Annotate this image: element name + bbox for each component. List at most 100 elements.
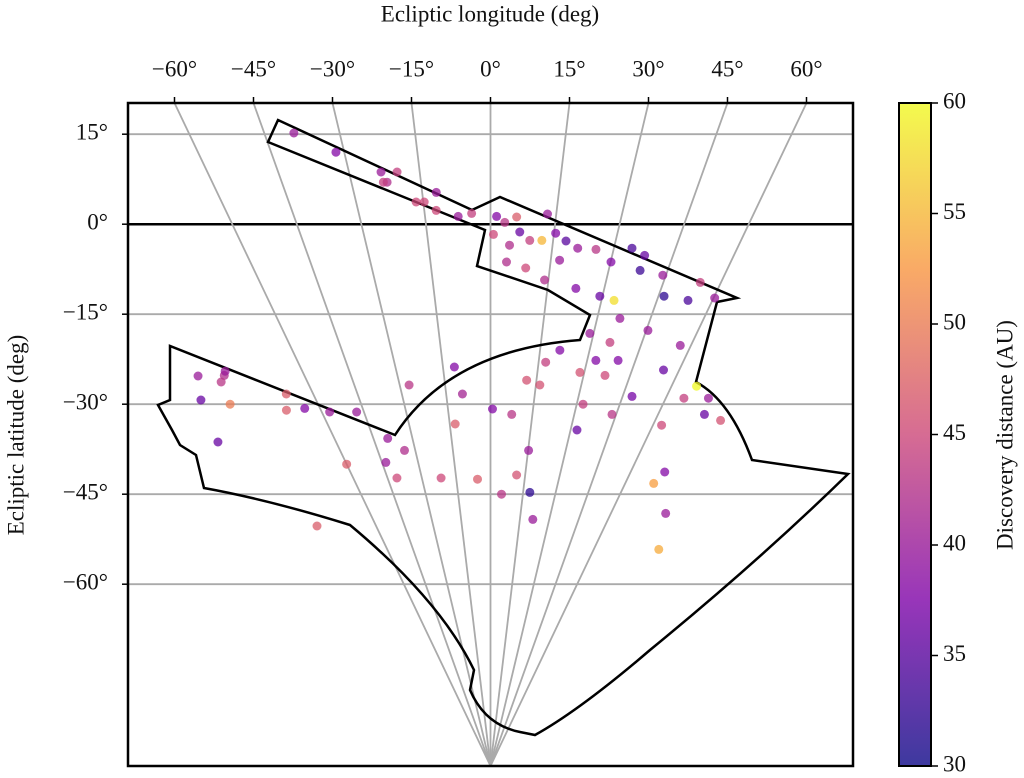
point — [515, 227, 525, 237]
point — [436, 473, 446, 483]
point — [535, 380, 545, 390]
colorbar-tick-label: 30 — [943, 751, 966, 776]
point — [378, 177, 388, 187]
point — [325, 407, 335, 417]
point — [606, 257, 616, 267]
point — [649, 478, 659, 488]
point — [352, 407, 362, 417]
point — [716, 415, 726, 425]
point — [289, 128, 299, 138]
point — [342, 459, 352, 469]
point — [220, 366, 230, 376]
point — [376, 167, 386, 177]
grid-line — [489, 103, 650, 766]
point — [657, 420, 667, 430]
point — [572, 425, 582, 435]
point — [411, 197, 421, 207]
point — [659, 365, 669, 375]
point — [473, 474, 483, 484]
point — [497, 489, 507, 499]
y-tick-label: 15° — [76, 119, 108, 144]
point — [500, 217, 510, 227]
x-tick-label: −30° — [310, 56, 355, 81]
point — [675, 340, 685, 350]
x-tick-label: −15° — [389, 56, 434, 81]
colorbar-tick-label: 45 — [943, 420, 966, 445]
point — [571, 283, 581, 293]
point — [661, 508, 671, 518]
point — [615, 313, 625, 323]
point — [627, 243, 637, 253]
point — [613, 355, 623, 365]
grid-line — [410, 103, 492, 766]
colorbar-tick-label: 35 — [943, 641, 966, 666]
y-tick-label: −45° — [63, 479, 108, 504]
point — [692, 381, 702, 391]
colorbar-tick-label: 50 — [943, 309, 966, 334]
point — [449, 362, 459, 372]
grid — [128, 103, 853, 766]
point — [216, 377, 226, 387]
point — [609, 295, 619, 305]
point — [431, 187, 441, 197]
point — [492, 211, 502, 221]
point — [605, 337, 615, 347]
point — [541, 357, 551, 367]
point — [575, 367, 585, 377]
point — [607, 409, 617, 419]
point — [699, 409, 709, 419]
point — [404, 380, 414, 390]
point — [381, 457, 391, 467]
point — [683, 295, 693, 305]
point — [525, 235, 535, 245]
x-tick-label: 15° — [553, 56, 585, 81]
point — [331, 147, 341, 157]
x-tick-label: 60° — [790, 56, 822, 81]
point — [555, 345, 565, 355]
point — [551, 228, 561, 238]
grid-line — [331, 103, 492, 766]
point — [457, 389, 467, 399]
point — [512, 212, 522, 222]
point — [528, 514, 538, 524]
point — [312, 521, 322, 531]
grid-line — [489, 103, 571, 766]
point — [643, 325, 653, 335]
point — [537, 235, 547, 245]
point — [193, 371, 203, 381]
point — [540, 275, 550, 285]
point — [578, 399, 588, 409]
point — [654, 544, 664, 554]
point — [453, 211, 463, 221]
point — [561, 236, 571, 246]
point — [543, 209, 553, 219]
point — [488, 229, 498, 239]
point — [450, 419, 460, 429]
point — [400, 445, 410, 455]
point — [196, 395, 206, 405]
point — [555, 255, 565, 265]
colorbar-tick-label: 60 — [943, 88, 966, 113]
y-axis-label: Ecliptic latitude (deg) — [3, 335, 28, 536]
y-tick-label: 0° — [87, 209, 108, 234]
x-tick-label: 30° — [632, 56, 664, 81]
point — [640, 250, 650, 260]
point — [679, 393, 689, 403]
point — [595, 291, 605, 301]
point — [419, 197, 429, 207]
point — [635, 265, 645, 275]
point — [213, 437, 223, 447]
point — [658, 270, 668, 280]
grid-line — [489, 103, 808, 766]
point — [585, 328, 595, 338]
point — [281, 405, 291, 415]
point — [703, 393, 713, 403]
point — [431, 205, 441, 215]
x-tick-label: −60° — [152, 56, 197, 81]
point — [502, 257, 512, 267]
point — [281, 389, 291, 399]
x-tick-label: 45° — [711, 56, 743, 81]
x-tick-label: 0° — [480, 56, 501, 81]
point — [710, 293, 720, 303]
